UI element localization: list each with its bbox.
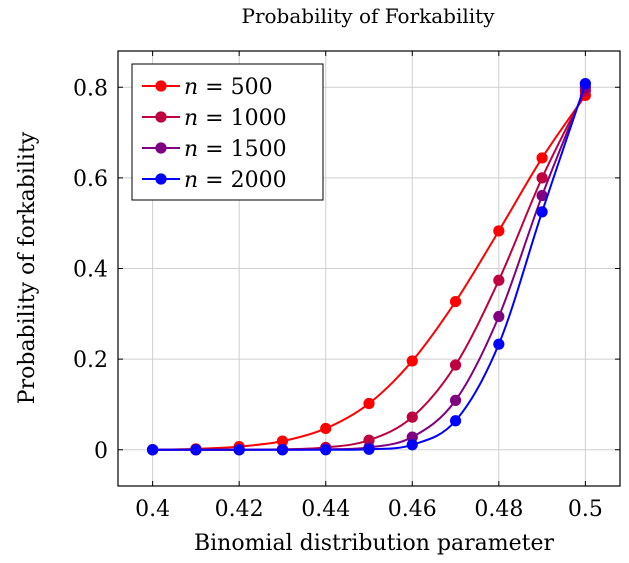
- data-point: [190, 444, 202, 456]
- data-point: [536, 172, 548, 184]
- axis-ticks: [118, 51, 620, 486]
- y-tick-label: 0.8: [73, 76, 108, 101]
- data-point: [536, 206, 548, 218]
- legend-entry: n = 2000: [142, 168, 287, 193]
- data-point: [493, 225, 505, 237]
- data-point: [406, 431, 418, 443]
- legend-entry: n = 1500: [142, 137, 287, 162]
- data-point: [449, 359, 462, 371]
- x-tick-label: 0.5: [568, 497, 603, 522]
- legend-label: n = 1500: [184, 137, 287, 162]
- data-point: [449, 415, 462, 427]
- y-tick-label: 0.6: [73, 167, 108, 192]
- chart-title: Probability of Forkability: [241, 4, 495, 28]
- legend-label: n = 2000: [184, 168, 287, 193]
- data-point: [276, 435, 289, 447]
- x-tick-label: 0.4: [135, 497, 170, 522]
- series-4: [147, 78, 591, 456]
- data-point: [363, 397, 375, 410]
- legend: n = 500 n = 1000 n = 1500 n = 2000: [131, 63, 324, 201]
- x-tick-label: 0.44: [301, 497, 350, 522]
- legend-marker: [155, 111, 167, 123]
- data-point: [320, 422, 332, 435]
- legend-marker: [155, 142, 167, 154]
- y-axis-label: Probability of forkability: [15, 131, 40, 404]
- data-point: [493, 310, 505, 323]
- legend-label: n = 1000: [184, 106, 287, 131]
- x-axis-label: Binomial distribution parameter: [194, 531, 555, 556]
- x-tick-label: 0.42: [215, 497, 264, 522]
- data-point: [406, 355, 418, 367]
- x-tick-label: 0.46: [388, 497, 437, 522]
- data-point: [406, 439, 418, 451]
- legend-entry: n = 1000: [142, 106, 287, 131]
- data-point: [493, 274, 505, 286]
- data-point: [320, 444, 332, 456]
- data-point: [536, 189, 548, 202]
- data-point: [449, 394, 462, 406]
- data-point: [579, 78, 591, 90]
- data-point: [536, 152, 548, 164]
- data-point: [276, 444, 289, 456]
- data-point: [493, 338, 505, 350]
- series-layer: [147, 78, 591, 456]
- y-tick-label: 0.4: [73, 258, 108, 283]
- data-point: [233, 444, 245, 456]
- y-tick-label: 0: [94, 439, 108, 464]
- data-point: [147, 444, 159, 456]
- legend-label: n = 500: [184, 75, 273, 100]
- legend-marker: [155, 173, 167, 185]
- data-point: [449, 295, 462, 308]
- series-line: [152, 94, 587, 451]
- data-point: [363, 443, 375, 455]
- tick-labels: 0.4 0.42 0.44 0.46 0.48 0.5 0 0.2 0.4 0.6 0.8: [73, 76, 603, 522]
- data-point: [406, 411, 418, 423]
- x-tick-label: 0.48: [474, 497, 523, 522]
- y-tick-label: 0.2: [73, 348, 108, 373]
- legend-entry: n = 500: [142, 75, 273, 100]
- legend-marker: [155, 80, 167, 92]
